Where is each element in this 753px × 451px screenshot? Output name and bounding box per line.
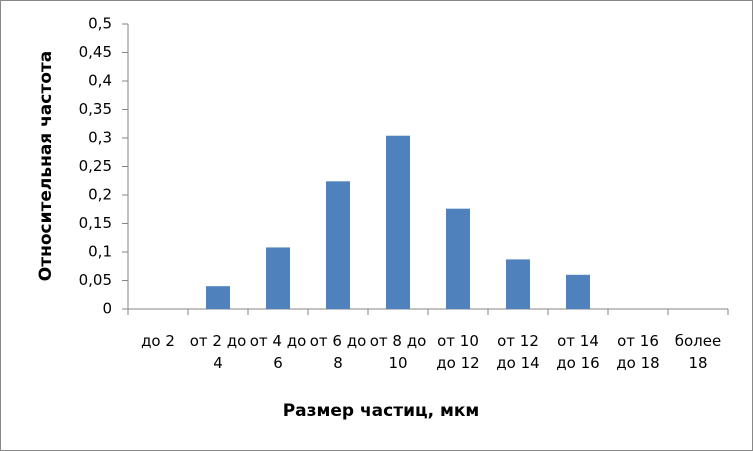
y-tick-label: 0,15 bbox=[79, 214, 112, 232]
x-tick-label: от 2 до 4 bbox=[189, 332, 247, 372]
y-tick-label: 0,3 bbox=[88, 129, 112, 147]
bar bbox=[566, 274, 590, 309]
y-tick-label: 0,1 bbox=[88, 243, 112, 261]
y-tick-label: 0,4 bbox=[88, 72, 112, 90]
x-tick-label: до 2 bbox=[141, 332, 175, 350]
x-tick-label: от 4 до 6 bbox=[249, 332, 307, 372]
y-tick-label: 0,45 bbox=[79, 43, 112, 61]
bar bbox=[386, 135, 410, 309]
x-axis-title: Размер частиц, мкм bbox=[283, 401, 480, 421]
bar bbox=[206, 286, 230, 309]
y-tick-label: 0 bbox=[102, 300, 112, 318]
y-tick-label: 0,05 bbox=[79, 271, 112, 289]
x-tick-label: от 14 до 16 bbox=[556, 332, 600, 372]
x-tick-label: от 10 до 12 bbox=[436, 332, 480, 372]
bar bbox=[446, 208, 470, 309]
y-tick-label: 0,25 bbox=[79, 157, 112, 175]
y-axis-title: Относительная частота bbox=[36, 51, 56, 281]
x-tick-label: от 8 до 10 bbox=[369, 332, 427, 372]
x-tick-label: от 12 до 14 bbox=[496, 332, 540, 372]
x-tick-label: более 18 bbox=[674, 332, 722, 372]
x-tick-label: от 6 до 8 bbox=[309, 332, 367, 372]
y-tick-label: 0,2 bbox=[88, 186, 112, 204]
x-tick-label: от 16 до 18 bbox=[616, 332, 660, 372]
y-tick-label: 0,35 bbox=[79, 100, 112, 118]
y-tick-label: 0,5 bbox=[88, 15, 112, 33]
bar bbox=[266, 247, 290, 309]
bar bbox=[326, 181, 350, 309]
bar bbox=[506, 259, 530, 309]
